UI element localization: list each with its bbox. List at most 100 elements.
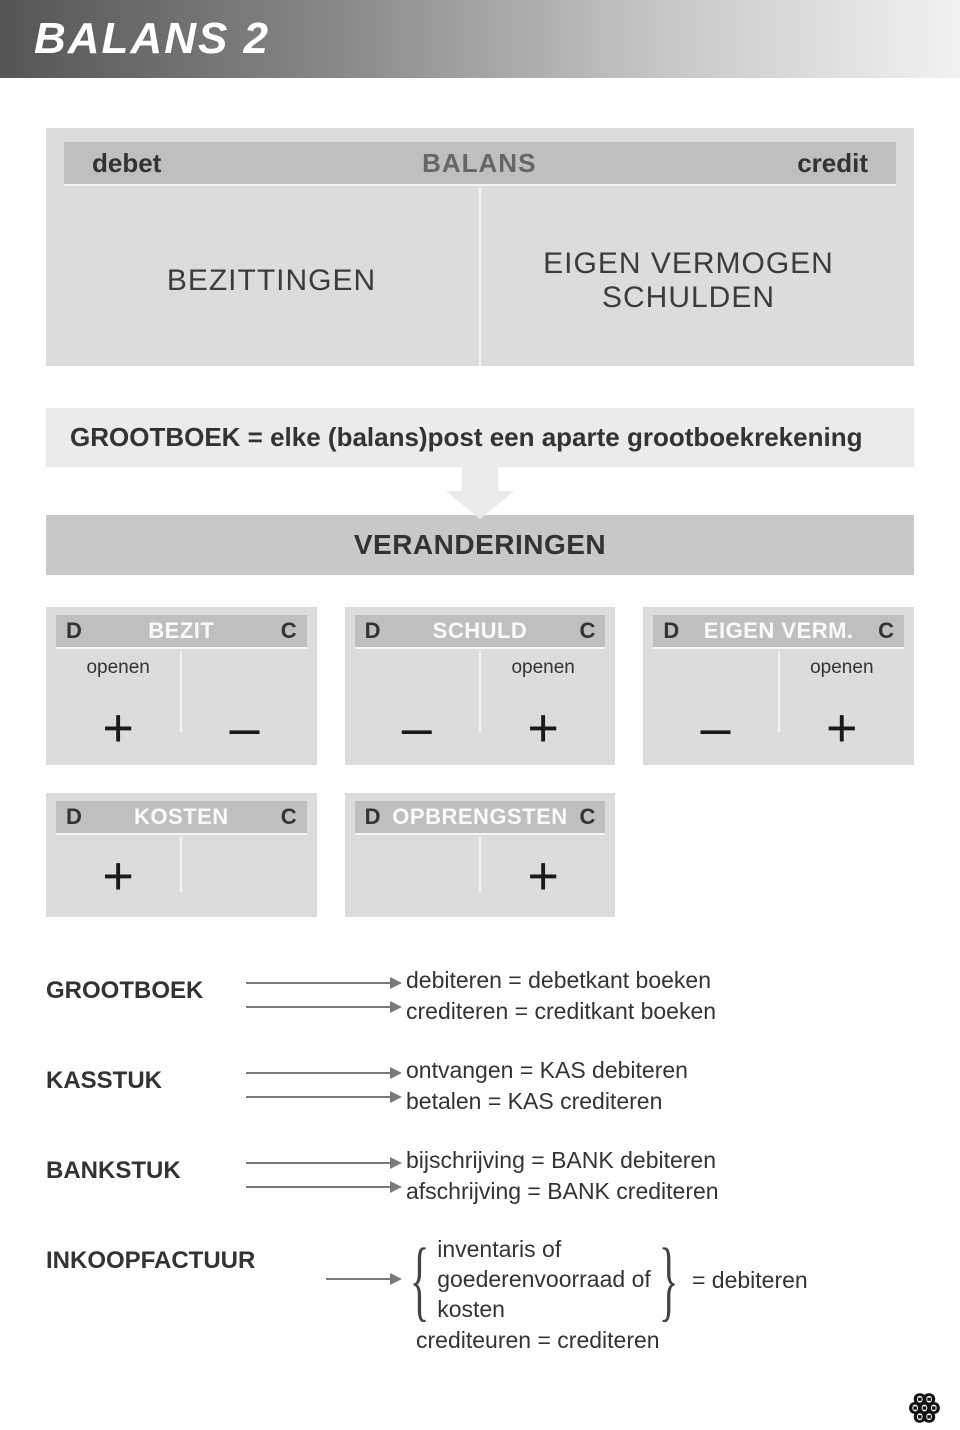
inkoop-result: = debiteren [686, 1265, 808, 1296]
t-account-header: D EIGEN VERM. C [653, 615, 904, 649]
t-account-header: D KOSTEN C [56, 801, 307, 835]
definition-row: GROOTBOEK debiteren = debetkant boekencre… [46, 965, 914, 1027]
d-label: D [663, 618, 679, 644]
sign: – [653, 701, 777, 755]
d-label: D [66, 618, 82, 644]
arrow-icon [246, 1171, 406, 1195]
balans-title: BALANS [422, 148, 536, 179]
content: debet BALANS credit BEZITTINGEN EIGEN VE… [0, 128, 960, 1356]
definitions-section: GROOTBOEKdebiteren = debetkant boekencre… [46, 965, 914, 1356]
sign: + [481, 701, 605, 755]
publisher-logo: ꙮ [908, 1389, 936, 1424]
balans-box: debet BALANS credit BEZITTINGEN EIGEN VE… [46, 128, 914, 366]
arrow-icon [246, 1057, 406, 1081]
arrow-icon [246, 1147, 406, 1171]
definition-text: bijschrijving = BANK debiterenafschrijvi… [406, 1145, 719, 1207]
bezittingen-label: BEZITTINGEN [167, 264, 376, 298]
sign: + [481, 849, 605, 903]
inkoop-line3: kosten [437, 1295, 651, 1325]
t-account-header: DSCHULDC [355, 615, 606, 649]
sign: + [780, 701, 904, 755]
definition-line2: afschrijving = BANK crediteren [406, 1176, 719, 1207]
t-account: D BEZIT Copenen +– [46, 607, 317, 765]
t-right-col: + [481, 837, 605, 907]
inkoopfactuur-row: INKOOPFACTUUR { inventaris of goederenvo… [46, 1235, 914, 1356]
inkoop-line4: crediteuren = crediteren [406, 1325, 808, 1356]
balans-right-half: EIGEN VERMOGEN SCHULDEN [481, 188, 896, 366]
definition-text: ontvangen = KAS debiterenbetalen = KAS c… [406, 1055, 688, 1117]
t-right-col [182, 837, 306, 907]
brace-right-icon: } [659, 1249, 678, 1312]
c-label: C [281, 804, 297, 830]
t-account-header: D OPBRENGSTEN C [355, 801, 606, 835]
sign: – [355, 701, 479, 755]
c-label: C [878, 618, 894, 644]
veranderingen-bar: VERANDERINGEN [46, 515, 914, 575]
arrow-icon [246, 991, 406, 1015]
definition-text: debiteren = debetkant boekencrediteren =… [406, 965, 716, 1027]
c-label: C [281, 618, 297, 644]
balans-debet-label: debet [92, 148, 161, 179]
schulden-label: SCHULDEN [543, 281, 834, 316]
definition-line1: ontvangen = KAS debiteren [406, 1055, 688, 1086]
d-label: D [66, 804, 82, 830]
inkoop-line1: inventaris of [437, 1235, 651, 1265]
t-left-col [355, 837, 479, 907]
t-title: BEZIT [148, 618, 214, 644]
t-account: DSCHULDC–openen+ [345, 607, 616, 765]
t-accounts-row1: DBEZITCopenen+–DSCHULDC–openen+DEIGEN VE… [46, 607, 914, 765]
inkoopfactuur-label: INKOOPFACTUUR [46, 1235, 326, 1275]
t-account: D OPBRENGSTEN C + [345, 793, 616, 917]
openen-label: openen [481, 651, 605, 679]
openen-label: openen [780, 651, 904, 679]
d-label: D [365, 804, 381, 830]
t-account: D KOSTEN C + [46, 793, 317, 917]
arrows [246, 1145, 406, 1195]
t-right-col: openen + [481, 651, 605, 755]
t-left-col: + [56, 837, 180, 907]
t-account-header: D BEZIT C [56, 615, 307, 649]
arrows [246, 1055, 406, 1105]
t-body: + [56, 837, 307, 907]
t-body: –openen + [355, 651, 606, 755]
definition-line1: debiteren = debetkant boeken [406, 965, 716, 996]
eigen-vermogen-label: EIGEN VERMOGEN [543, 247, 834, 282]
sign: – [182, 701, 306, 755]
balans-left-half: BEZITTINGEN [64, 188, 479, 366]
inkoopfactuur-text: { inventaris of goederenvoorraad of kost… [406, 1235, 808, 1356]
t-body: + [355, 837, 606, 907]
arrow-icon [246, 1081, 406, 1105]
c-label: C [579, 804, 595, 830]
t-right-col: openen + [780, 651, 904, 755]
definition-line1: bijschrijving = BANK debiteren [406, 1145, 719, 1176]
sign: + [56, 701, 180, 755]
arrow-down-icon [46, 467, 914, 515]
definition-label: GROOTBOEK [46, 965, 246, 1005]
t-title: OPBRENGSTEN [392, 804, 567, 830]
d-label: D [365, 618, 381, 644]
t-title: EIGEN VERM. [704, 618, 854, 644]
definition-row: KASSTUK ontvangen = KAS debiterenbetalen … [46, 1055, 914, 1117]
openen-label: openen [56, 651, 180, 679]
definition-line2: crediteren = creditkant boeken [406, 996, 716, 1027]
brace-left-icon: { [410, 1249, 429, 1312]
definition-label: BANKSTUK [46, 1145, 246, 1185]
definition-row: BANKSTUK bijschrijving = BANK debiterenaf… [46, 1145, 914, 1207]
arrow-icon [326, 1263, 406, 1287]
c-label: C [579, 618, 595, 644]
definition-line2: betalen = KAS crediteren [406, 1086, 688, 1117]
t-accounts-row2: D KOSTEN C + D OPBRENGSTEN C + [46, 793, 914, 917]
t-left-col: openen + [56, 651, 180, 755]
sign: + [56, 849, 180, 903]
balans-credit-label: credit [797, 148, 868, 179]
arrows [246, 965, 406, 1015]
grootboek-strip: GROOTBOEK = elke (balans)post een aparte… [46, 408, 914, 467]
t-account: D EIGEN VERM. C –openen + [643, 607, 914, 765]
t-body: openen +– [56, 651, 307, 755]
t-title: KOSTEN [134, 804, 229, 830]
balans-header: debet BALANS credit [64, 142, 896, 186]
definition-label: KASSTUK [46, 1055, 246, 1095]
t-body: –openen + [653, 651, 904, 755]
inkoop-line2: goederenvoorraad of [437, 1265, 651, 1295]
page-title: BALANS 2 [34, 14, 270, 64]
